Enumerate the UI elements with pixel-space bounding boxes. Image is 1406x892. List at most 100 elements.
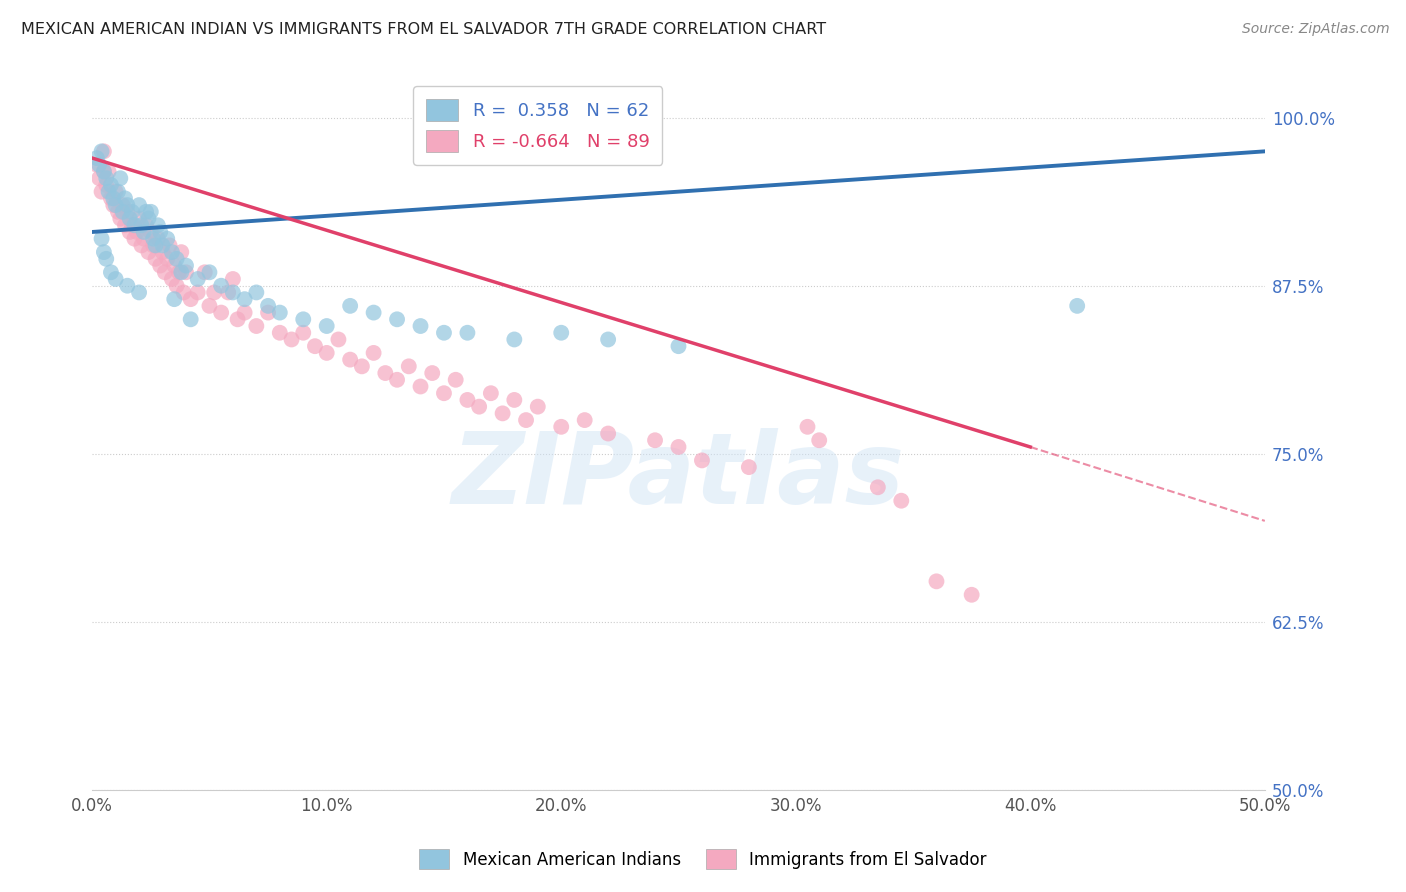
Point	[233, 292, 256, 306]
Point	[90, 145, 112, 159]
Point	[269, 326, 291, 340]
Point	[198, 265, 221, 279]
Point	[139, 225, 162, 239]
Point	[121, 204, 143, 219]
Point	[142, 238, 165, 252]
Point	[96, 171, 118, 186]
Point	[269, 305, 291, 319]
Point	[107, 185, 129, 199]
Point	[160, 272, 183, 286]
Point	[174, 259, 197, 273]
Point	[107, 204, 129, 219]
Point	[187, 272, 209, 286]
Point	[363, 346, 385, 360]
Point	[100, 265, 122, 279]
Point	[138, 245, 160, 260]
Point	[180, 312, 202, 326]
Point	[132, 225, 155, 239]
Point	[153, 265, 176, 279]
Point	[644, 434, 666, 448]
Point	[598, 426, 620, 441]
Point	[110, 171, 132, 186]
Point	[304, 339, 326, 353]
Point	[526, 400, 548, 414]
Point	[145, 252, 167, 266]
Point	[125, 225, 148, 239]
Point	[187, 285, 209, 300]
Point	[280, 333, 302, 347]
Point	[668, 440, 690, 454]
Point	[117, 198, 139, 212]
Legend: R =  0.358   N = 62, R = -0.664   N = 89: R = 0.358 N = 62, R = -0.664 N = 89	[413, 87, 662, 165]
Point	[503, 333, 526, 347]
Point	[222, 272, 245, 286]
Point	[668, 339, 690, 353]
Point	[292, 326, 315, 340]
Point	[209, 305, 232, 319]
Point	[315, 319, 337, 334]
Point	[159, 238, 181, 252]
Point	[456, 392, 478, 407]
Point	[328, 333, 350, 347]
Point	[93, 164, 115, 178]
Point	[152, 238, 174, 252]
Point	[128, 198, 150, 212]
Point	[156, 232, 179, 246]
Point	[960, 588, 983, 602]
Point	[93, 145, 115, 159]
Point	[257, 299, 280, 313]
Point	[217, 285, 239, 300]
Point	[152, 245, 174, 260]
Point	[444, 373, 467, 387]
Point	[131, 219, 153, 233]
Point	[385, 312, 408, 326]
Point	[135, 219, 157, 233]
Point	[233, 305, 256, 319]
Point	[128, 285, 150, 300]
Point	[315, 346, 337, 360]
Point	[808, 434, 831, 448]
Point	[257, 305, 280, 319]
Point	[132, 232, 155, 246]
Point	[550, 326, 572, 340]
Point	[738, 460, 761, 475]
Point	[173, 285, 195, 300]
Point	[503, 392, 526, 407]
Point	[409, 379, 432, 393]
Text: Source: ZipAtlas.com: Source: ZipAtlas.com	[1241, 22, 1389, 37]
Point	[90, 232, 112, 246]
Point	[890, 493, 912, 508]
Point	[114, 219, 136, 233]
Point	[103, 191, 125, 205]
Point	[146, 219, 169, 233]
Point	[86, 151, 108, 165]
Point	[104, 272, 127, 286]
Point	[104, 198, 127, 212]
Point	[409, 319, 432, 334]
Point	[163, 259, 186, 273]
Point	[363, 305, 385, 319]
Point	[117, 204, 139, 219]
Point	[100, 178, 122, 192]
Point	[491, 406, 513, 420]
Point	[100, 191, 122, 205]
Point	[456, 326, 478, 340]
Point	[111, 198, 134, 212]
Point	[866, 480, 889, 494]
Point	[93, 245, 115, 260]
Point	[222, 285, 245, 300]
Point	[104, 185, 127, 199]
Point	[468, 400, 491, 414]
Point	[690, 453, 713, 467]
Point	[925, 574, 948, 589]
Point	[93, 164, 115, 178]
Point	[149, 225, 172, 239]
Point	[166, 278, 188, 293]
Point	[146, 232, 169, 246]
Point	[96, 178, 118, 192]
Point	[145, 238, 167, 252]
Point	[170, 265, 193, 279]
Point	[202, 285, 225, 300]
Point	[135, 204, 157, 219]
Point	[167, 265, 190, 279]
